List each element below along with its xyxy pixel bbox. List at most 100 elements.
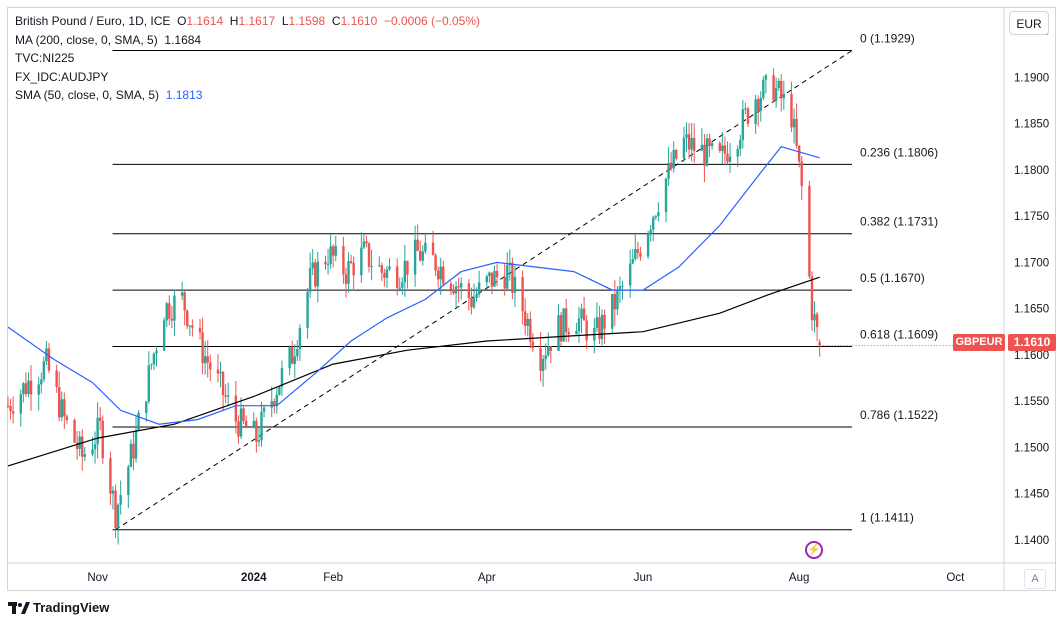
candle-body (744, 108, 747, 110)
candle-body (168, 303, 171, 319)
candle-body (511, 262, 514, 293)
candle-body (685, 134, 688, 138)
legend-sma50-row[interactable]: SMA (50, close, 0, SMA, 5) 1.1813 (15, 86, 480, 105)
ma200-line[interactable] (7, 276, 820, 467)
candle-body (564, 308, 568, 333)
candle-body (436, 270, 440, 280)
candle-body (513, 276, 517, 293)
candle-body (186, 310, 189, 327)
auto-scale-button[interactable]: A (1024, 569, 1046, 589)
fib-level-label: 0.786 (1.1522) (860, 408, 938, 422)
chart-frame[interactable] (7, 7, 1056, 591)
candle-body (442, 266, 445, 284)
candle-body (203, 356, 207, 364)
candle-body (672, 149, 675, 169)
candle-body (60, 399, 63, 418)
candle-body (575, 331, 578, 335)
candle-body (611, 294, 614, 329)
candle-body (273, 401, 276, 406)
candle-body (797, 145, 801, 162)
candle-body (83, 454, 87, 457)
candle-body (431, 242, 435, 256)
candle-body (495, 270, 499, 278)
symbol-title: British Pound / Euro, 1D, ICE (15, 14, 171, 28)
candle-body (739, 139, 742, 149)
candle-body (11, 411, 15, 414)
candle-body (544, 355, 547, 360)
legend-overlay-ni225[interactable]: TVC:NI225 (15, 51, 75, 65)
candle-body (183, 292, 186, 311)
candle-body (367, 243, 371, 267)
candle-body (40, 379, 43, 385)
candle-body (559, 315, 563, 342)
candle-body (42, 361, 46, 380)
candle-body (652, 217, 655, 230)
tradingview-logo[interactable]: TradingView (8, 600, 109, 615)
candle-body (434, 255, 437, 271)
fib-level-label: 1 (1.1411) (860, 511, 914, 525)
candle-body (395, 266, 399, 288)
candle-body (634, 249, 637, 259)
candle-body (78, 436, 81, 449)
legend-overlay-audjpy[interactable]: FX_IDC:AUDJPY (15, 69, 109, 84)
change-value: −0.0006 (−0.05%) (383, 14, 481, 28)
candle-body (101, 420, 104, 459)
candle-body (449, 283, 453, 290)
candle-body (329, 246, 332, 265)
candle-body (595, 317, 599, 329)
candle-body (137, 412, 140, 431)
candle-body (759, 97, 762, 111)
candle-body (255, 420, 258, 442)
candle-body (718, 143, 721, 151)
candle-body (252, 420, 255, 428)
x-tick-label: Apr (478, 572, 496, 584)
candle-body (91, 449, 94, 455)
candle-body (424, 242, 427, 252)
candle-body (362, 241, 366, 248)
candle-body (224, 395, 227, 397)
open-label: O (177, 14, 187, 28)
candle-body (457, 286, 460, 288)
candle-body (65, 416, 69, 420)
candle-body (342, 246, 345, 275)
candle-body (111, 490, 115, 494)
candle-body (726, 153, 729, 162)
candle-body (603, 314, 606, 329)
trend-line[interactable] (115, 50, 853, 531)
high-value: 1.1617 (238, 14, 276, 28)
candle-body (306, 291, 309, 329)
candle-body (746, 108, 750, 124)
candle-body (349, 261, 353, 263)
candle-body (296, 348, 299, 357)
candle-body (757, 99, 760, 111)
open-value: 1.1614 (186, 14, 224, 28)
currency-button[interactable]: EUR (1009, 11, 1049, 35)
candle-body (669, 162, 673, 169)
candle-body (314, 262, 317, 287)
candle-body (365, 241, 368, 244)
fib-level-label: 0.5 (1.1670) (860, 271, 925, 285)
legend-ma200-row[interactable]: MA (200, close, 0, SMA, 5) 1.1684 (15, 31, 480, 50)
candle-body (155, 350, 158, 354)
candle-body (206, 356, 209, 363)
candle-body (401, 282, 404, 288)
candle-body (188, 325, 191, 327)
candle-body (165, 303, 168, 321)
candle-body (73, 419, 76, 443)
candle-body (37, 384, 40, 395)
x-tick-label: Oct (946, 572, 965, 584)
candle-body (388, 266, 391, 270)
candle-body (682, 137, 686, 159)
candle-body (288, 347, 291, 369)
candle-body (728, 156, 732, 162)
candle-body (600, 314, 604, 339)
candle-body (690, 137, 693, 150)
candle-body (675, 149, 678, 159)
candle-body (493, 270, 496, 287)
candle-body (331, 246, 335, 256)
sma50-line[interactable] (7, 146, 820, 425)
lightning-icon[interactable]: ⚡ (805, 541, 823, 559)
y-tick-label: 1.1550 (1014, 396, 1049, 408)
candle-body (529, 318, 532, 342)
